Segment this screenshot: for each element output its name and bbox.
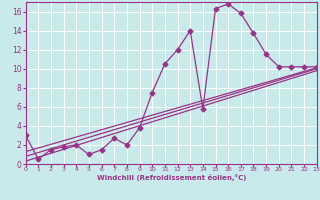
X-axis label: Windchill (Refroidissement éolien,°C): Windchill (Refroidissement éolien,°C) — [97, 174, 246, 181]
